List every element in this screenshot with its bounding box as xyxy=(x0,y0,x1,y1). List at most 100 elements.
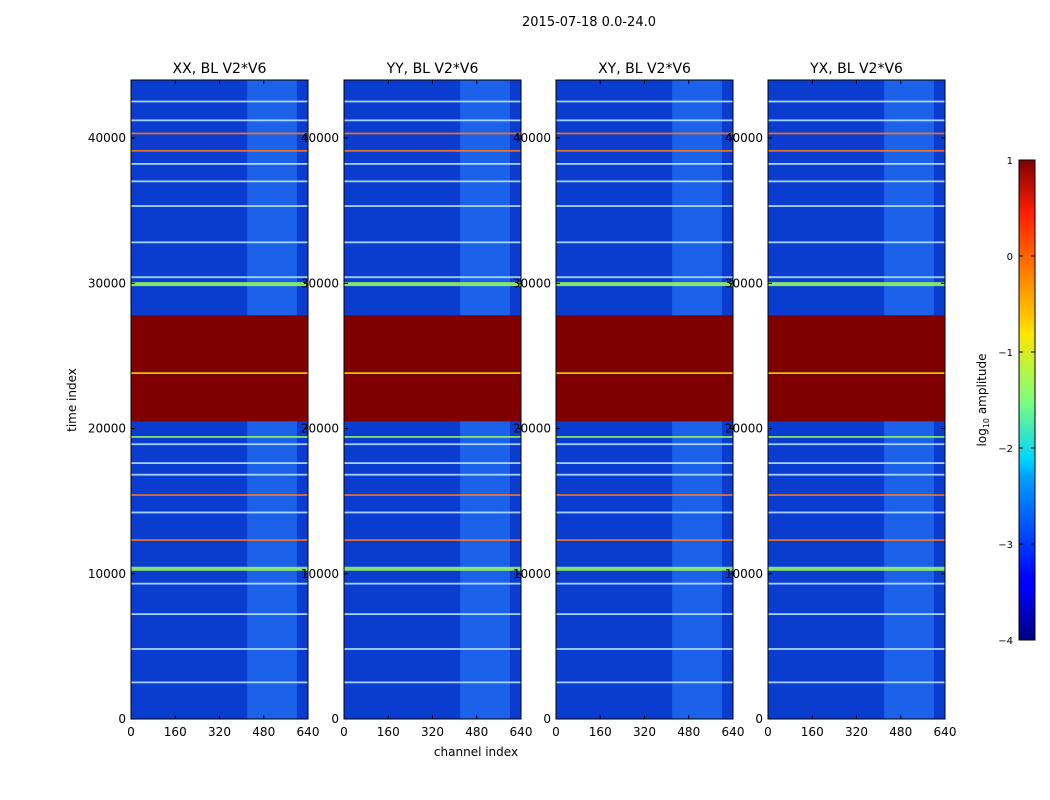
artifact-line xyxy=(768,443,945,446)
colorbar-label: log10 amplitude xyxy=(975,354,991,447)
artifact-line xyxy=(768,473,945,476)
x-tick-label: 480 xyxy=(252,725,275,739)
artifact-line xyxy=(131,205,308,207)
y-tick-label: 10000 xyxy=(301,567,339,581)
artifact-line xyxy=(131,681,308,684)
artifact-line xyxy=(131,372,308,374)
artifact-line xyxy=(768,648,945,650)
colorbar-tick-label: −1 xyxy=(998,348,1013,359)
artifact-line xyxy=(344,241,521,244)
colorbar-tick-label: −2 xyxy=(998,444,1013,455)
artifact-line xyxy=(131,582,308,585)
artifact-line xyxy=(344,276,521,279)
artifact-line xyxy=(131,276,308,279)
artifact-line xyxy=(344,100,521,103)
artifact-line xyxy=(768,436,945,438)
artifact-line xyxy=(556,436,733,438)
artifact-line xyxy=(768,180,945,183)
x-axis-label: channel index xyxy=(434,745,518,759)
x-tick-label: 160 xyxy=(589,725,612,739)
y-tick-label: 10000 xyxy=(88,567,126,581)
panel-title: XX, BL V2*V6 xyxy=(173,61,267,77)
artifact-line xyxy=(344,613,521,616)
panel-title: YX, BL V2*V6 xyxy=(809,61,903,77)
artifact-line xyxy=(344,494,521,496)
y-tick-label: 40000 xyxy=(725,131,763,145)
artifact-line xyxy=(768,132,945,135)
x-tick-label: 160 xyxy=(801,725,824,739)
colorbar-tick-label: 0 xyxy=(1007,252,1013,263)
y-axis-label: time index xyxy=(65,368,79,432)
y-tick-label: 20000 xyxy=(513,422,551,436)
artifact-line xyxy=(768,241,945,244)
artifact-line xyxy=(344,462,521,464)
colorbar-tick-label: −4 xyxy=(998,636,1013,647)
x-tick-label: 160 xyxy=(164,725,187,739)
artifact-line xyxy=(556,613,733,616)
heatmap-panel-3: XY, BL V2*V6 0 160 320 480 640 0 10000 20000 3000… xyxy=(513,61,745,739)
colorbar-tick-label: 1 xyxy=(1007,156,1013,167)
artifact-line xyxy=(344,180,521,183)
saturated-band xyxy=(556,315,733,422)
artifact-line xyxy=(344,163,521,165)
x-tick-label: 640 xyxy=(510,725,533,739)
artifact-line xyxy=(556,494,733,496)
y-tick-label: 30000 xyxy=(725,276,763,290)
artifact-line xyxy=(131,473,308,476)
artifact-line xyxy=(131,443,308,446)
artifact-line xyxy=(768,119,945,122)
x-tick-label: 320 xyxy=(208,725,231,739)
artifact-line xyxy=(768,582,945,585)
artifact-line xyxy=(768,494,945,496)
artifact-line xyxy=(344,582,521,585)
y-tick-label: 40000 xyxy=(301,131,339,145)
colorbar-tick-label: −3 xyxy=(998,540,1013,551)
artifact-line xyxy=(344,473,521,476)
x-tick-label: 320 xyxy=(633,725,656,739)
artifact-line xyxy=(556,282,733,287)
artifact-line xyxy=(131,494,308,496)
artifact-line xyxy=(344,511,521,514)
artifact-line xyxy=(768,282,945,287)
artifact-line xyxy=(768,566,945,571)
x-tick-label: 0 xyxy=(552,725,560,739)
figure-suptitle: 2015-07-18 0.0-24.0 xyxy=(522,15,656,30)
x-tick-label: 480 xyxy=(677,725,700,739)
artifact-line xyxy=(768,149,945,152)
artifact-line xyxy=(556,473,733,476)
heatmap-panel-2: YY, BL V2*V6 0 160 320 480 640 0 10000 20000 3000… xyxy=(301,61,533,739)
artifact-line xyxy=(556,100,733,103)
artifact-line xyxy=(344,648,521,650)
saturated-band xyxy=(768,315,945,422)
y-tick-label: 10000 xyxy=(725,567,763,581)
artifact-line xyxy=(344,436,521,438)
artifact-line xyxy=(556,180,733,183)
y-tick-label: 10000 xyxy=(513,567,551,581)
artifact-line xyxy=(131,436,308,438)
x-tick-label: 0 xyxy=(127,725,135,739)
artifact-line xyxy=(768,205,945,207)
x-tick-label: 640 xyxy=(934,725,957,739)
artifact-line xyxy=(556,443,733,446)
y-tick-label: 20000 xyxy=(88,422,126,436)
artifact-line xyxy=(131,149,308,152)
artifact-line xyxy=(344,566,521,571)
x-tick-label: 640 xyxy=(722,725,745,739)
x-tick-label: 0 xyxy=(764,725,772,739)
artifact-line xyxy=(556,582,733,585)
artifact-line xyxy=(131,566,308,571)
artifact-line xyxy=(131,511,308,514)
artifact-line xyxy=(344,119,521,122)
saturated-band xyxy=(344,315,521,422)
y-tick-label: 40000 xyxy=(88,131,126,145)
artifact-line xyxy=(556,462,733,464)
artifact-line xyxy=(344,205,521,207)
artifact-line xyxy=(344,443,521,446)
artifact-line xyxy=(768,372,945,374)
artifact-line xyxy=(768,100,945,103)
artifact-line xyxy=(344,372,521,374)
artifact-line xyxy=(556,119,733,122)
heatmap-panel-4: YX, BL V2*V6 0 160 320 480 640 0 10000 20000 3000… xyxy=(725,61,957,739)
x-tick-label: 160 xyxy=(377,725,400,739)
